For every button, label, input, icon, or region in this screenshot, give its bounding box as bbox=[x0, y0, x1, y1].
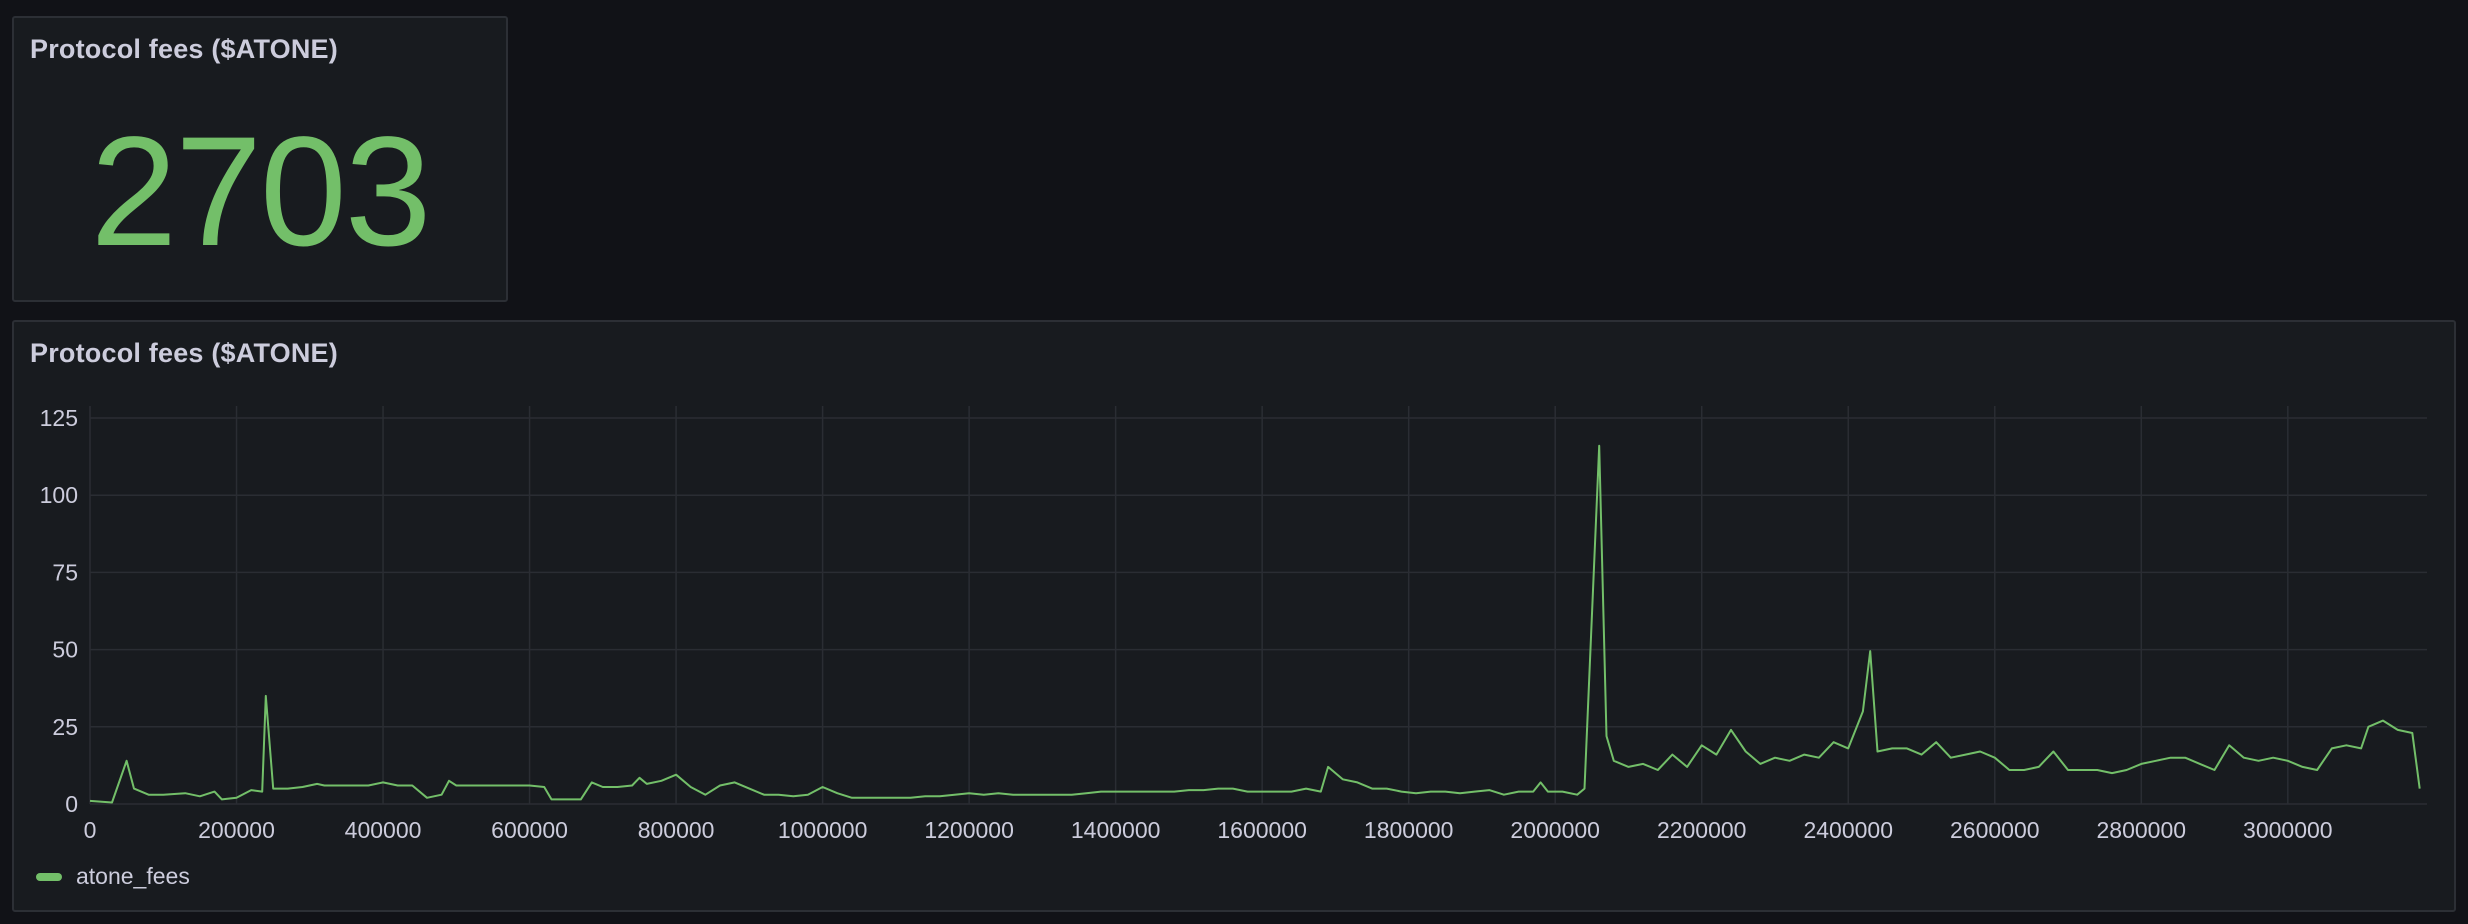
x-tick-label: 2400000 bbox=[1803, 817, 1893, 843]
x-tick-label: 1000000 bbox=[778, 817, 868, 843]
x-tick-label: 200000 bbox=[198, 817, 275, 843]
line-chart[interactable]: 0 25 50 75 100 125 0 200000 400000 600000 800000 10… bbox=[14, 322, 2454, 910]
x-tick-label: 2800000 bbox=[2097, 817, 2187, 843]
stat-value: 2703 bbox=[90, 105, 431, 279]
x-tick-label: 1200000 bbox=[924, 817, 1014, 843]
legend-swatch bbox=[36, 872, 62, 881]
x-tick-label: 0 bbox=[84, 817, 97, 843]
stat-panel-title: Protocol fees ($ATONE) bbox=[30, 34, 338, 64]
x-tick-label: 1600000 bbox=[1217, 817, 1307, 843]
y-tick-label: 125 bbox=[40, 405, 78, 431]
series-line-atone_fees bbox=[89, 444, 2421, 804]
y-tick-label: 50 bbox=[52, 637, 78, 663]
y-tick-label: 25 bbox=[52, 714, 78, 740]
x-tick-label: 600000 bbox=[491, 817, 568, 843]
x-tick-label: 400000 bbox=[345, 817, 422, 843]
timeseries-panel[interactable]: Protocol fees ($ATONE) 0 25 50 75 100 125 0 200… bbox=[12, 320, 2456, 912]
x-tick-label: 1400000 bbox=[1071, 817, 1161, 843]
x-tick-label: 2600000 bbox=[1950, 817, 2040, 843]
y-tick-label: 75 bbox=[52, 559, 78, 585]
x-tick-label: 800000 bbox=[638, 817, 715, 843]
y-tick-label: 0 bbox=[65, 791, 78, 817]
x-tick-label: 1800000 bbox=[1364, 817, 1454, 843]
chart-legend[interactable]: atone_fees bbox=[36, 863, 190, 890]
x-tick-label: 2000000 bbox=[1510, 817, 1600, 843]
timeseries-panel-title: Protocol fees ($ATONE) bbox=[30, 338, 338, 368]
x-tick-label: 3000000 bbox=[2243, 817, 2333, 843]
legend-label: atone_fees bbox=[76, 863, 190, 889]
y-tick-label: 100 bbox=[40, 482, 78, 508]
x-tick-label: 2200000 bbox=[1657, 817, 1747, 843]
stat-panel[interactable]: Protocol fees ($ATONE) 2703 bbox=[12, 16, 508, 302]
